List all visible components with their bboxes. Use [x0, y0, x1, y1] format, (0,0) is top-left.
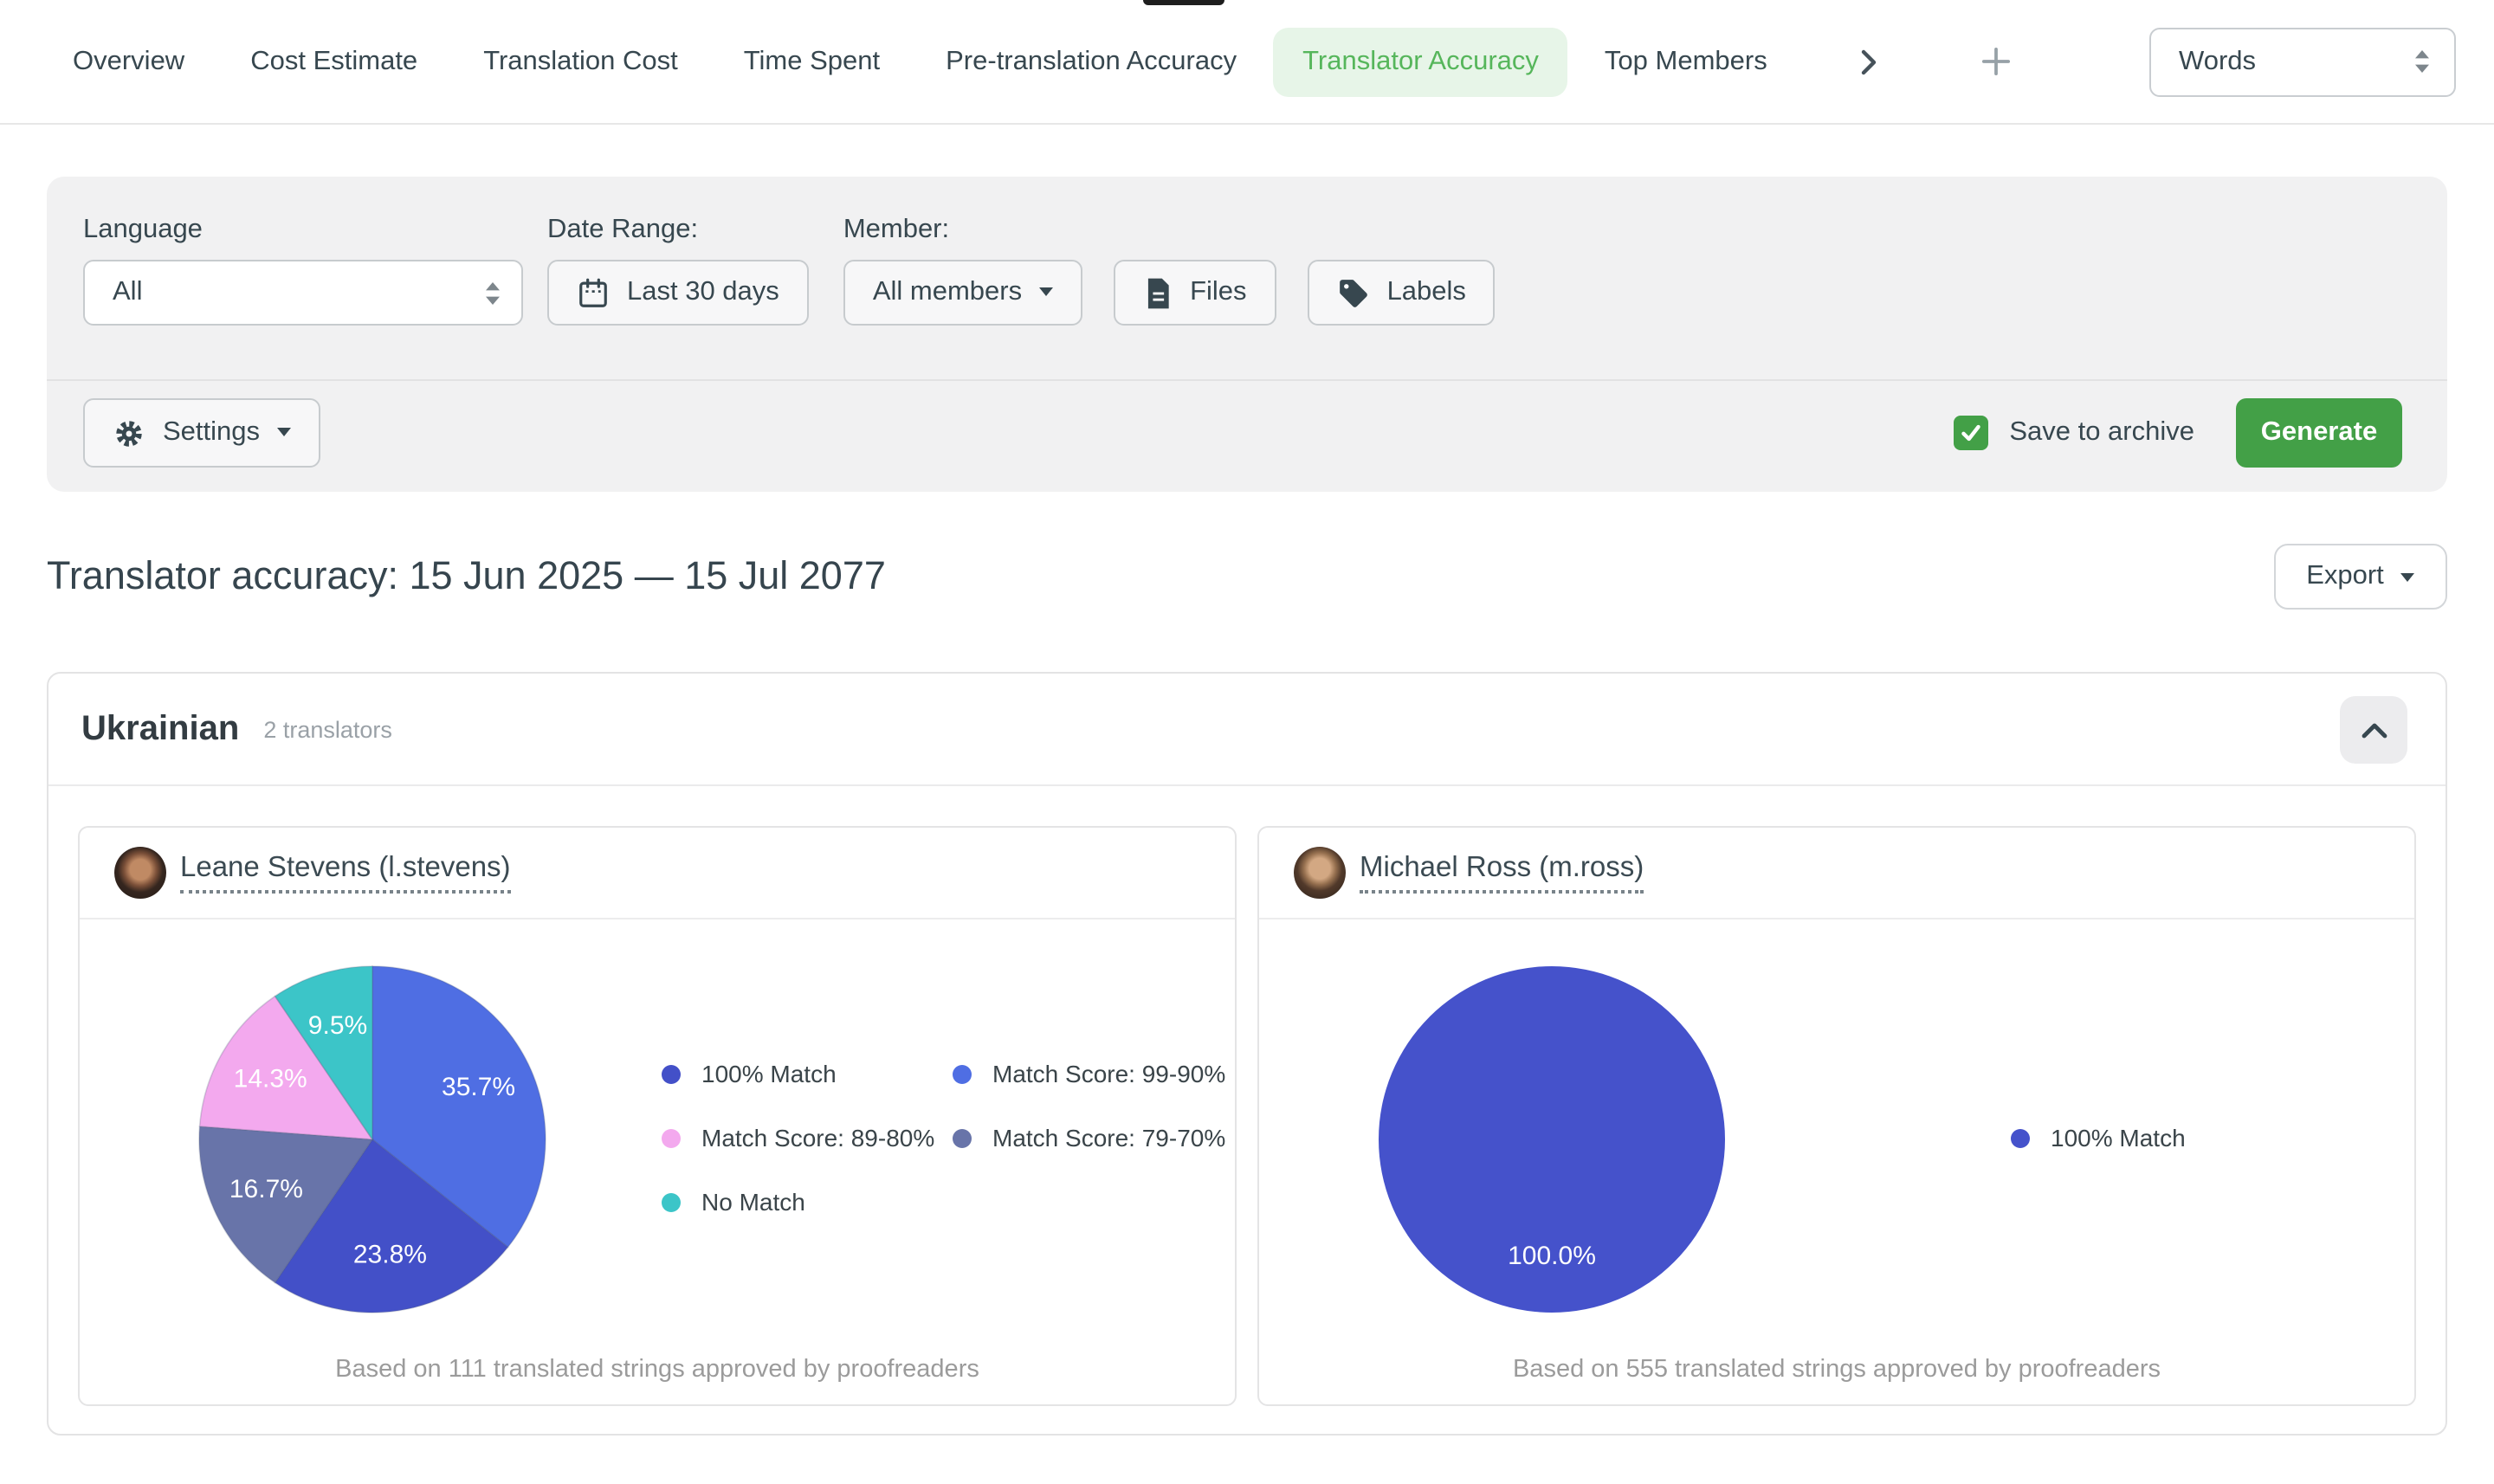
legend-label: Match Score: 89-80% [701, 1124, 935, 1152]
select-arrows-icon [486, 281, 500, 304]
member-label: Member: [843, 215, 950, 244]
select-arrows-icon [2415, 50, 2429, 73]
settings-button[interactable]: Settings [83, 398, 321, 468]
translator-name-link[interactable]: Leane Stevens (l.stevens) [180, 852, 511, 894]
member-select-value: All members [872, 277, 1023, 306]
legend-item[interactable]: 100% Match [662, 1058, 953, 1089]
date-range-value: Last 30 days [627, 277, 779, 306]
pie-slice[interactable] [274, 1138, 509, 1313]
tab-pre-translation-accuracy[interactable]: Pre-translation Accuracy [946, 46, 1237, 75]
report-title: Translator accuracy: 15 Jun 2025 — 15 Ju… [47, 554, 886, 597]
section-language-title: Ukrainian [81, 709, 240, 747]
top-notch-decoration [1143, 0, 1224, 5]
date-range-button[interactable]: Last 30 days [547, 260, 809, 326]
files-filter-button[interactable]: Files [1114, 260, 1276, 326]
add-report-button[interactable] [1982, 47, 2012, 76]
pie-slice-label: 14.3% [234, 1065, 307, 1094]
section-collapse-button[interactable] [2340, 696, 2407, 764]
legend-dot [953, 1128, 972, 1147]
calendar-icon [579, 277, 607, 306]
pie-slice[interactable] [372, 965, 546, 1248]
tab-translation-cost[interactable]: Translation Cost [483, 46, 678, 75]
save-to-archive-checkbox[interactable] [1954, 416, 1989, 450]
pie-slice-label: 35.7% [442, 1073, 515, 1101]
tab-top-members[interactable]: Top Members [1604, 46, 1767, 75]
report-tabbar: Overview Cost Estimate Translation Cost … [0, 0, 2494, 125]
tag-icon [1339, 279, 1367, 306]
chevron-right-icon [1862, 48, 1877, 74]
report-filter-panel: Language All Date Range: [47, 177, 2447, 492]
save-to-archive-label: Save to archive [2009, 417, 2194, 447]
caret-down-icon [2400, 573, 2415, 589]
section-divider [48, 784, 2446, 786]
files-button-label: Files [1190, 277, 1247, 306]
chart-caption: Based on 555 translated strings approved… [1512, 1356, 2161, 1384]
unit-select[interactable]: Words [2149, 27, 2456, 96]
chevron-up-icon [2361, 722, 2387, 738]
legend-item[interactable]: No Match [662, 1186, 953, 1217]
generate-button[interactable]: Generate [2236, 398, 2402, 468]
avatar [114, 847, 166, 899]
legend-dot [662, 1064, 681, 1083]
language-select[interactable]: All [83, 260, 523, 326]
pie-slice[interactable] [274, 965, 373, 1142]
legend-label: No Match [701, 1188, 805, 1216]
tab-translator-accuracy[interactable]: Translator Accuracy [1273, 27, 1568, 96]
tab-overview[interactable]: Overview [73, 46, 185, 75]
panel-divider [47, 379, 2447, 381]
pie-slice-label: 23.8% [353, 1240, 427, 1268]
legend-label: 100% Match [2051, 1124, 2186, 1152]
legend-dot [953, 1064, 972, 1083]
labels-filter-button[interactable]: Labels [1307, 260, 1496, 326]
pie-slice-label: 100.0% [1508, 1242, 1596, 1270]
file-icon [1148, 277, 1169, 308]
accuracy-pie-chart: 35.7% 23.8% 16.7% 14.3% 9.5% [194, 961, 551, 1318]
tabs-scroll-right-button[interactable] [1861, 48, 1878, 75]
legend-item[interactable]: Match Score: 99-90% [953, 1058, 1225, 1089]
chart-legend: 100% Match Match Score: 99-90% Match Score… [662, 1058, 1225, 1217]
caret-down-icon [277, 427, 292, 442]
export-button-label: Export [2306, 561, 2384, 590]
avatar [1294, 847, 1346, 899]
labels-button-label: Labels [1386, 277, 1466, 306]
plus-icon [1982, 47, 2011, 76]
chart-legend: 100% Match [2011, 1122, 2186, 1153]
translator-card-leane-stevens: Leane Stevens (l.stevens) 35.7% 23.8% 16.7… [78, 826, 1237, 1406]
pie-slice[interactable] [1379, 966, 1725, 1313]
member-select-button[interactable]: All members [843, 260, 1083, 326]
section-translators-count: 2 translators [263, 716, 392, 742]
unit-select-value: Words [2179, 46, 2257, 75]
tab-cost-estimate[interactable]: Cost Estimate [250, 46, 418, 75]
language-section-ukrainian: Ukrainian 2 translators Leane Stevens (l… [47, 672, 2447, 1436]
legend-label: Match Score: 79-70% [992, 1124, 1226, 1152]
pie-slice-label: 9.5% [308, 1011, 367, 1040]
chart-caption: Based on 111 translated strings approved… [335, 1356, 979, 1384]
pie-slice-label: 16.7% [229, 1175, 303, 1203]
translator-name-link[interactable]: Michael Ross (m.ross) [1360, 852, 1644, 894]
legend-dot [662, 1128, 681, 1147]
settings-button-label: Settings [163, 417, 261, 447]
legend-label: Match Score: 99-90% [992, 1060, 1226, 1087]
language-select-value: All [113, 277, 143, 306]
translator-card-michael-ross: Michael Ross (m.ross) 100.0% 100% Match … [1257, 826, 2416, 1406]
gear-icon [116, 420, 142, 446]
legend-item[interactable]: Match Score: 89-80% [662, 1122, 953, 1153]
date-range-label: Date Range: [547, 215, 699, 244]
check-icon [1961, 424, 1981, 442]
legend-dot [2011, 1128, 2030, 1147]
pie-slice[interactable] [198, 1126, 374, 1284]
accuracy-pie-chart: 100.0% [1373, 961, 1730, 1318]
legend-label: 100% Match [701, 1060, 837, 1087]
export-button[interactable]: Export [2274, 544, 2447, 610]
tab-time-spent[interactable]: Time Spent [743, 46, 881, 75]
legend-item[interactable]: Match Score: 79-70% [953, 1122, 1225, 1153]
pie-slice[interactable] [198, 995, 374, 1140]
legend-item[interactable]: 100% Match [2011, 1122, 2186, 1153]
language-label: Language [83, 215, 203, 244]
legend-dot [662, 1192, 681, 1211]
caret-down-icon [1039, 287, 1054, 302]
